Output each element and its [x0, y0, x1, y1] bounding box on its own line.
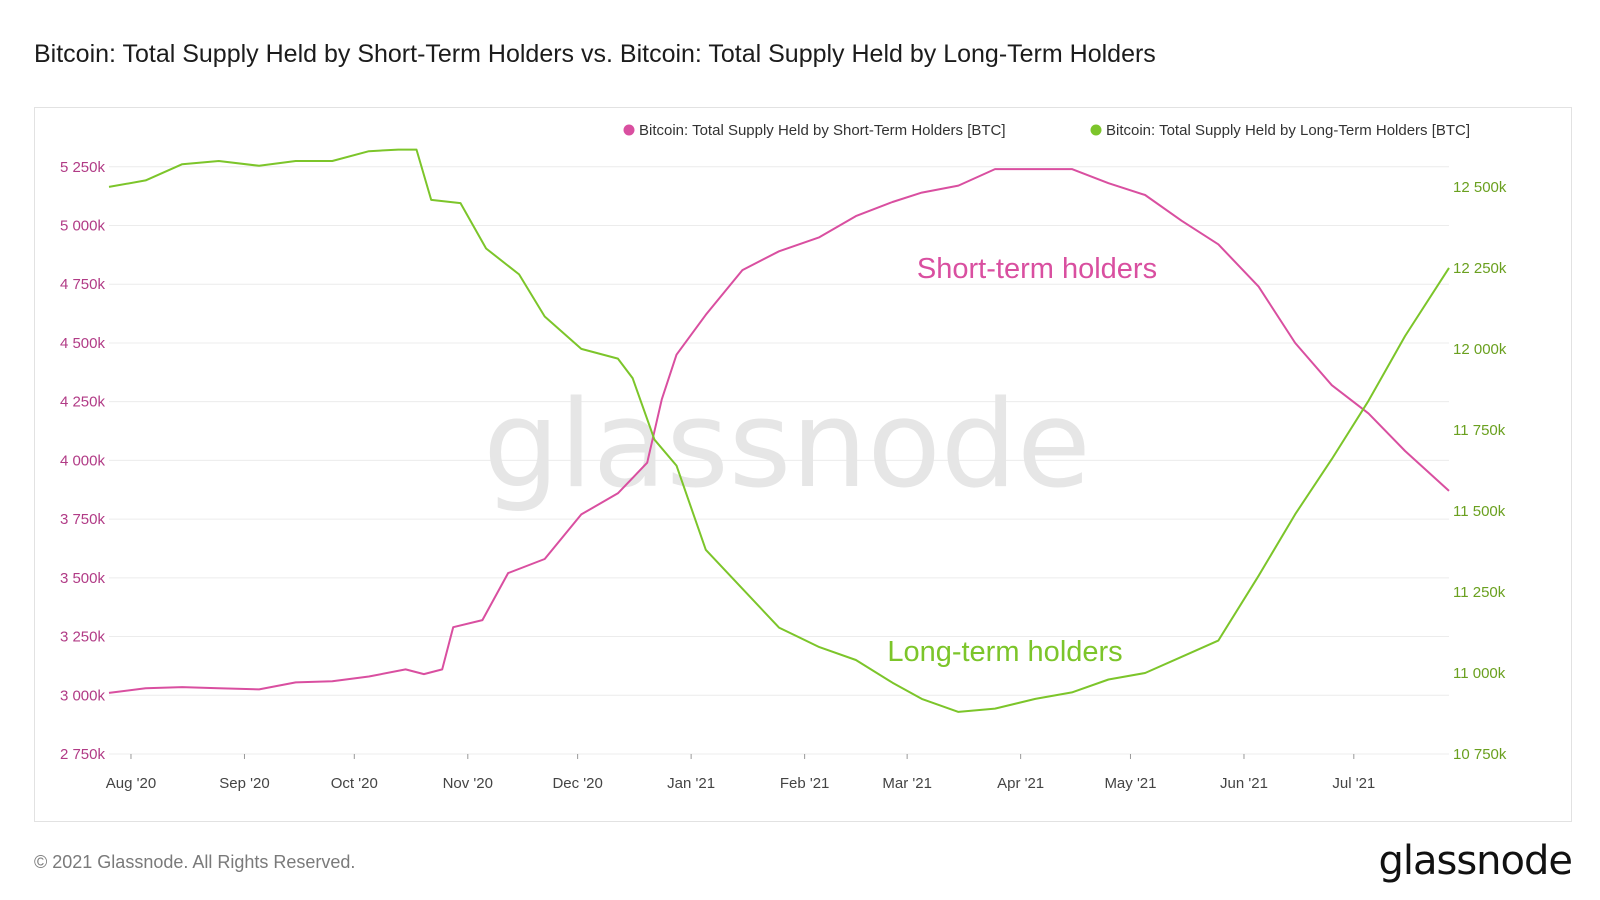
legend-item-short-term[interactable]: Bitcoin: Total Supply Held by Short-Term… [623, 122, 1006, 139]
y-right-tick-label: 12 000k [1453, 341, 1507, 358]
y-left-tick-label: 3 250k [60, 629, 106, 646]
annotation-long-term: Long-term holders [887, 636, 1122, 668]
x-tick-label: Jun '21 [1220, 775, 1268, 792]
x-tick-label: May '21 [1104, 775, 1156, 792]
y-right-tick-label: 12 250k [1453, 260, 1507, 277]
y-left-tick-label: 4 000k [60, 452, 106, 469]
legend-label-long-term: Bitcoin: Total Supply Held by Long-Term … [1106, 122, 1470, 139]
legend-label-short-term: Bitcoin: Total Supply Held by Short-Term… [639, 122, 1006, 139]
x-tick-label: Jul '21 [1332, 775, 1375, 792]
x-tick-label: Apr '21 [997, 775, 1044, 792]
x-axis: Aug '20 Sep '20 Oct '20 Nov '20 Dec '20 Jan '… [106, 754, 1375, 792]
legend: Bitcoin: Total Supply Held by Short-Term… [623, 122, 1471, 139]
chart-canvas: glassnode 2 750k 3 000k 3 250k 3 500k 3 750k… [60, 122, 1507, 792]
y-left-tick-label: 4 500k [60, 335, 106, 352]
x-tick-label: Nov '20 [443, 775, 493, 792]
gridlines [109, 166, 1449, 755]
y-axis-left: 2 750k 3 000k 3 250k 3 500k 3 750k 4 000k 4 25… [60, 159, 106, 763]
y-right-tick-label: 11 750k [1453, 422, 1506, 439]
y-left-tick-label: 2 750k [60, 746, 106, 763]
x-tick-label: Jan '21 [667, 775, 715, 792]
series-line-long-term [108, 148, 1450, 713]
y-right-tick-label: 11 500k [1453, 503, 1506, 520]
chart-panel: glassnode 2 750k 3 000k 3 250k 3 500k 3 750k… [34, 107, 1572, 822]
chart-title: Bitcoin: Total Supply Held by Short-Term… [34, 40, 1156, 68]
brand-logo: glassnode [1378, 838, 1573, 884]
y-right-tick-label: 11 000k [1453, 665, 1506, 682]
watermark-text: glassnode [483, 376, 1091, 515]
legend-item-long-term[interactable]: Bitcoin: Total Supply Held by Long-Term … [1090, 122, 1471, 139]
legend-marker-short-term [623, 124, 635, 136]
y-left-tick-label: 3 000k [60, 687, 106, 704]
x-tick-label: Oct '20 [331, 775, 378, 792]
x-tick-label: Aug '20 [106, 775, 156, 792]
series-layer [108, 148, 1450, 713]
y-left-tick-label: 5 000k [60, 218, 106, 235]
x-tick-label: Sep '20 [219, 775, 269, 792]
copyright-footer: © 2021 Glassnode. All Rights Reserved. [34, 852, 356, 872]
x-tick-label: Feb '21 [780, 775, 830, 792]
y-left-tick-label: 5 250k [60, 159, 106, 176]
y-right-tick-label: 12 500k [1453, 179, 1507, 196]
y-left-tick-label: 3 500k [60, 570, 106, 587]
x-tick-label: Mar '21 [882, 775, 932, 792]
y-right-tick-label: 11 250k [1453, 584, 1506, 601]
y-left-tick-label: 4 250k [60, 394, 106, 411]
x-tick-label: Dec '20 [552, 775, 602, 792]
y-axis-right: 10 750k 11 000k 11 250k 11 500k 11 750k 12 00… [1453, 179, 1507, 763]
series-line-short-term [108, 168, 1450, 694]
y-left-tick-label: 3 750k [60, 511, 106, 528]
y-left-tick-label: 4 750k [60, 276, 106, 293]
annotation-short-term: Short-term holders [917, 253, 1157, 285]
legend-marker-long-term [1090, 124, 1102, 136]
y-right-tick-label: 10 750k [1453, 746, 1507, 763]
